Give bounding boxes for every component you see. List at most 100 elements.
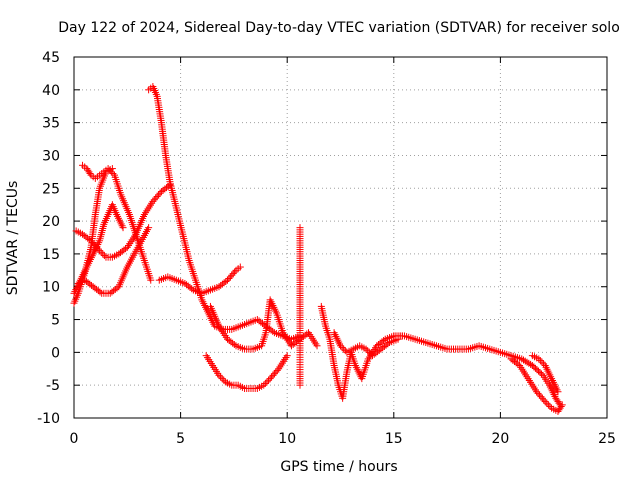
data-point-marker	[341, 347, 349, 355]
data-point-marker	[538, 358, 546, 366]
y-tick-label: 5	[51, 313, 60, 329]
data-point-marker	[519, 356, 527, 364]
data-point-marker	[230, 340, 238, 348]
data-point-marker	[96, 247, 104, 255]
x-tick-label: 20	[491, 431, 509, 447]
y-tick-label: 35	[42, 116, 60, 132]
data-point-marker	[523, 358, 531, 366]
data-point-marker	[540, 396, 548, 404]
data-point-marker	[283, 352, 291, 360]
x-axis-ticks: 0 5 10 15 20 25	[70, 57, 616, 447]
data-point-marker	[96, 288, 104, 296]
data-point-marker	[122, 245, 130, 253]
data-point-marker	[303, 330, 311, 338]
y-tick-label: -10	[37, 411, 60, 427]
data-point-marker	[535, 355, 543, 363]
data-point-marker	[119, 224, 127, 232]
y-tick-label: 25	[42, 181, 60, 197]
data-point-marker	[540, 360, 548, 368]
y-axis-label: SDTVAR / TECUs	[5, 181, 21, 296]
data-point-marker	[296, 381, 304, 389]
data-point-marker	[537, 393, 545, 401]
data-point-marker	[380, 337, 388, 345]
x-tick-label: 25	[598, 431, 616, 447]
data-point-marker	[150, 196, 158, 204]
data-point-marker	[265, 376, 273, 384]
data-point-marker	[546, 403, 554, 411]
data-point-marker	[525, 359, 533, 367]
data-point-marker	[97, 248, 105, 256]
data-point-marker	[188, 285, 196, 293]
y-axis-ticks: -10 -5 0 5 10 15 20 25 30 35 40 45	[37, 50, 607, 427]
data-point-marker	[362, 345, 370, 353]
plot-frame	[73, 56, 608, 419]
data-point-marker	[108, 165, 116, 173]
data-point-marker	[273, 366, 281, 374]
data-point-marker	[229, 270, 237, 278]
data-point-marker	[87, 237, 95, 245]
data-point-marker	[145, 224, 153, 232]
data-point-marker	[365, 348, 373, 356]
data-point-marker	[228, 271, 236, 279]
data-point-marker	[155, 191, 163, 199]
data-point-marker	[272, 368, 280, 376]
y-tick-label: 40	[42, 83, 60, 99]
data-point-marker	[533, 388, 541, 396]
data-point-marker	[91, 242, 99, 250]
data-marks	[70, 83, 566, 415]
data-point-marker	[86, 170, 94, 178]
data-point-marker	[226, 273, 234, 281]
x-tick-label: 0	[70, 431, 79, 447]
data-point-marker	[543, 399, 551, 407]
data-point-marker	[156, 189, 164, 197]
data-point-marker	[218, 375, 226, 383]
data-point-marker	[266, 375, 274, 383]
y-tick-label: 30	[42, 148, 60, 164]
data-point-marker	[85, 235, 93, 243]
data-point-marker	[149, 197, 157, 205]
data-point-marker	[220, 376, 228, 384]
data-point-marker	[217, 373, 225, 381]
data-point-marker	[269, 371, 277, 379]
data-point-marker	[313, 342, 321, 350]
y-tick-label: 45	[42, 50, 60, 66]
x-axis-label: GPS time / hours	[280, 459, 397, 475]
data-point-marker	[147, 276, 155, 284]
data-point-marker	[261, 380, 269, 388]
y-tick-label: 15	[42, 247, 60, 263]
data-point-marker	[153, 192, 161, 200]
data-point-marker	[215, 371, 223, 379]
data-point-marker	[538, 394, 546, 402]
data-point-marker	[518, 355, 526, 363]
data-point-marker	[88, 238, 96, 246]
x-tick-label: 10	[278, 431, 296, 447]
data-point-marker	[99, 250, 107, 258]
data-point-marker	[224, 276, 232, 284]
data-point-marker	[231, 268, 239, 276]
data-point-marker	[90, 240, 98, 248]
data-point-marker	[225, 275, 233, 283]
data-point-marker	[94, 245, 102, 253]
data-point-marker	[152, 194, 160, 202]
data-point-marker	[263, 378, 271, 386]
data-point-marker	[536, 357, 544, 365]
data-point-marker	[268, 373, 276, 381]
data-point-marker	[541, 398, 549, 406]
data-point-marker	[340, 345, 348, 353]
y-tick-label: 0	[51, 345, 60, 361]
data-point-marker	[534, 389, 542, 397]
data-point-marker	[554, 388, 562, 396]
data-point-marker	[364, 347, 372, 355]
data-point-marker	[270, 370, 278, 378]
data-point-marker	[337, 342, 344, 350]
data-point-marker	[558, 401, 566, 409]
data-point-marker	[514, 360, 522, 368]
data-point-marker	[338, 343, 346, 351]
y-tick-label: 20	[42, 214, 60, 230]
data-point-marker	[384, 340, 392, 348]
x-tick-label: 5	[176, 431, 185, 447]
data-point-marker	[535, 391, 543, 399]
data-point-marker	[557, 403, 565, 411]
x-tick-label: 15	[385, 431, 403, 447]
